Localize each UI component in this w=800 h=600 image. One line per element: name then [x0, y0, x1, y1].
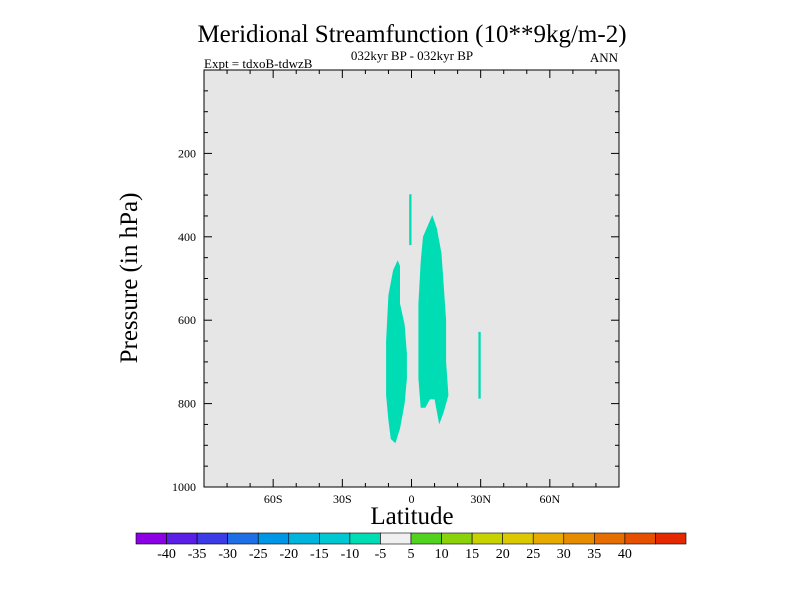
colorbar-label: 35 [587, 547, 601, 562]
colorbar-label: -15 [310, 547, 329, 562]
y-tick-label: 400 [178, 230, 196, 244]
colorbar-label: -20 [279, 547, 298, 562]
colorbar-swatch [319, 532, 351, 545]
colorbar-swatch [349, 532, 381, 545]
x-axis-ticks: 60S 30S 0 30N 60N [264, 70, 560, 506]
colorbar-swatch [594, 532, 626, 545]
colorbar-label: 40 [618, 547, 632, 562]
x-tick-label: 60N [539, 492, 560, 506]
contour-region-4 [478, 331, 481, 399]
x-tick-label: 30N [470, 492, 491, 506]
colorbar-label: -10 [341, 547, 360, 562]
colorbar-label: 25 [526, 547, 540, 562]
chart-subtitle-right: ANN [590, 50, 619, 65]
x-axis-label: Latitude [370, 503, 453, 530]
colorbar-label: 20 [496, 547, 510, 562]
x-tick-label: 0 [409, 492, 415, 506]
colorbar-label: -40 [157, 547, 176, 562]
y-tick-label: 200 [178, 146, 196, 160]
colorbar: -40 -35 -30 -25 -20 -15 -10 -5 5 10 15 20 25 30 35 40 [135, 532, 687, 562]
colorbar-swatch [227, 532, 259, 545]
plot-background [204, 70, 619, 487]
plot-area: 60S 30S 0 30N 60N 200 400 600 800 1000 [172, 69, 620, 506]
colorbar-swatch [441, 532, 473, 545]
colorbar-swatch [380, 532, 412, 545]
colorbar-swatch [196, 532, 228, 545]
y-tick-label: 600 [178, 313, 196, 327]
colorbar-swatch [471, 532, 503, 545]
colorbar-swatch [166, 532, 198, 545]
chart-subtitle-left: Expt = tdxoB-tdwzB [204, 56, 313, 71]
contour-region-1 [409, 194, 412, 246]
colorbar-label: 15 [465, 547, 479, 562]
x-tick-label: 30S [333, 492, 352, 506]
colorbar-label: 5 [408, 547, 415, 562]
chart-title: Meridional Streamfunction (10**9kg/m-2) [197, 21, 626, 48]
colorbar-swatch [410, 532, 442, 545]
colorbar-swatch [288, 532, 320, 545]
chart-subtitle-center: 032kyr BP - 032kyr BP [351, 48, 473, 63]
colorbar-swatch [135, 532, 167, 545]
y-tick-label: 1000 [172, 480, 196, 494]
contour-regions [386, 194, 481, 444]
y-tick-label: 800 [178, 397, 196, 411]
colorbar-swatch [624, 532, 656, 545]
y-axis-ticks: 200 400 600 800 1000 [172, 146, 619, 494]
colorbar-label: -5 [375, 547, 387, 562]
contour-region-2 [386, 260, 407, 444]
colorbar-swatch [257, 532, 290, 545]
minor-ticks [204, 70, 619, 487]
y-axis-label: Pressure (in hPa) [116, 193, 143, 364]
colorbar-swatch [532, 532, 565, 545]
colorbar-swatch [563, 532, 595, 545]
colorbar-label: -30 [218, 547, 237, 562]
colorbar-swatch [502, 532, 534, 545]
colorbar-label: 30 [557, 547, 571, 562]
colorbar-swatch [655, 532, 687, 545]
colorbar-label: -35 [188, 547, 207, 562]
colorbar-label: 10 [435, 547, 449, 562]
x-tick-label: 60S [264, 492, 283, 506]
colorbar-label: -25 [249, 547, 268, 562]
contour-region-3 [418, 215, 449, 425]
